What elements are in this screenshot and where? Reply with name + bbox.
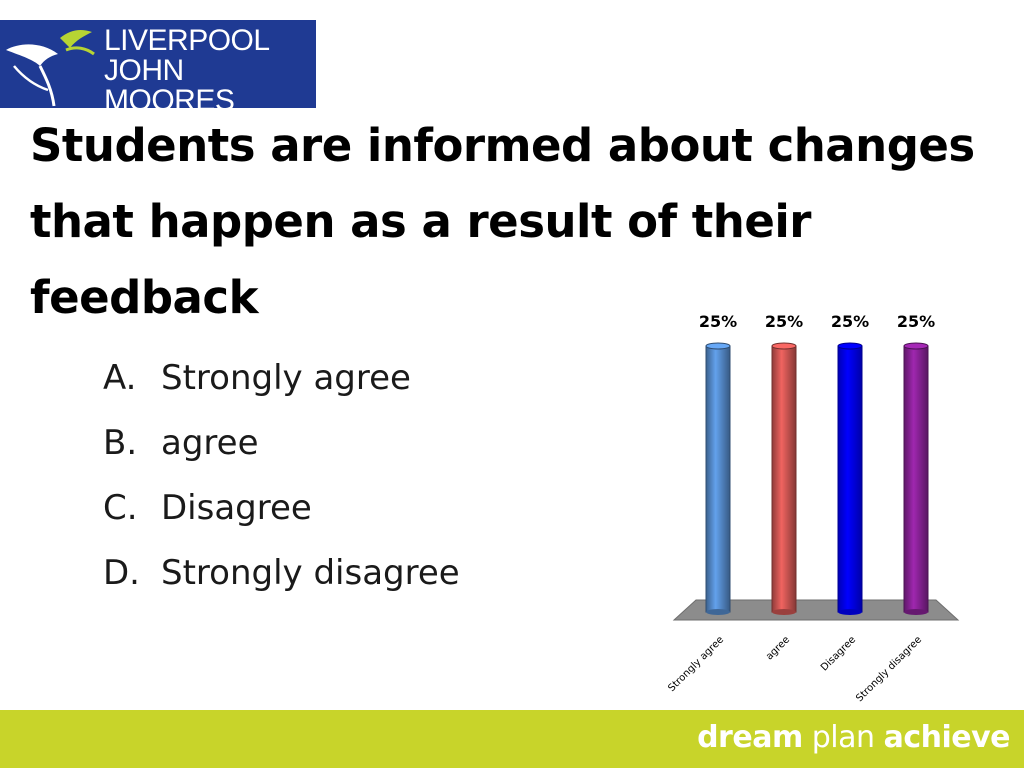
bar-1 <box>705 345 731 613</box>
bar-base-2 <box>772 609 796 615</box>
footer-bar: dream plan achieve <box>0 710 1024 768</box>
bar-base-3 <box>838 609 862 615</box>
category-label-1: Strongly agree <box>666 634 726 694</box>
data-label-4: 25% <box>897 312 935 331</box>
bar-top-3 <box>837 342 863 350</box>
data-label-3: 25% <box>831 312 869 331</box>
data-label-2: 25% <box>765 312 803 331</box>
logo-text-liverpool: LIVERPOOL <box>104 24 270 57</box>
option-letter: B. <box>103 423 138 463</box>
category-label-2: agree <box>764 634 792 662</box>
liver-bird-icon <box>6 30 95 107</box>
option-b: B. agree <box>103 411 460 476</box>
option-text: agree <box>161 423 259 463</box>
option-letter: D. <box>103 553 140 593</box>
option-c: C. Disagree <box>103 476 460 541</box>
option-text: Disagree <box>161 488 312 528</box>
bar-2 <box>771 345 797 613</box>
logo-text-john-moores: JOHN MOORES <box>104 54 235 117</box>
bar-top-2 <box>771 342 797 350</box>
option-text: Strongly disagree <box>161 553 460 593</box>
bar-base-1 <box>706 609 730 615</box>
results-bar-chart: 25% Strongly agree 25% agree 25% Disagree 25% S… <box>666 312 960 704</box>
slide-title: Students are informed about changes that… <box>30 119 975 324</box>
option-letter: C. <box>103 488 138 528</box>
answer-options-list: A. Strongly agree B. agree C. Disagree D. St… <box>103 346 460 606</box>
bar-top-4 <box>903 342 929 350</box>
category-label-3: Disagree <box>819 634 858 673</box>
option-d: D. Strongly disagree <box>103 541 460 606</box>
tagline-dream: dream <box>697 720 803 755</box>
bar-top-1 <box>705 342 731 350</box>
logo-text-university: UNIVERSITY <box>104 117 219 138</box>
data-label-1: 25% <box>699 312 737 331</box>
tagline-achieve: achieve <box>883 720 1011 755</box>
option-a: A. Strongly agree <box>103 346 460 411</box>
university-logo: LIVERPOOL JOHN MOORES UNIVERSITY <box>0 20 316 137</box>
option-letter: A. <box>103 358 137 398</box>
option-text: Strongly agree <box>161 358 411 398</box>
category-label-4: Strongly disagree <box>854 634 924 704</box>
bar-3 <box>837 345 863 613</box>
bar-base-4 <box>904 609 928 615</box>
tagline-plan: plan <box>811 720 875 755</box>
tagline: dream plan achieve <box>697 720 1010 755</box>
bar-4 <box>903 345 929 613</box>
